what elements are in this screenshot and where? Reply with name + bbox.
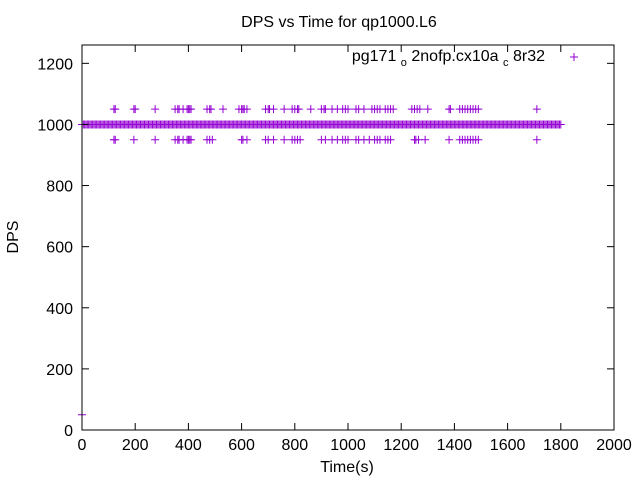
y-tick-label: 600 xyxy=(46,240,73,257)
data-point-high xyxy=(218,105,227,114)
data-point-high xyxy=(359,105,368,114)
data-point-low xyxy=(242,135,251,144)
data-point-high xyxy=(207,105,216,114)
data-point-high xyxy=(415,105,424,114)
x-axis: 0 200 400 600 800 1000 1200 1400 1600 1800 2000 xyxy=(78,45,632,454)
x-tick-label: 1600 xyxy=(490,437,526,454)
legend: pg171 o 2nofp.cx10a c 8r32 xyxy=(352,48,578,70)
data-point-low xyxy=(445,135,454,144)
x-tick-label: 1000 xyxy=(330,437,366,454)
data-point-low xyxy=(151,135,160,144)
legend-label-sub-2: c xyxy=(503,57,509,69)
legend-label-part-1: pg171 xyxy=(352,48,397,65)
x-tick-label: 600 xyxy=(228,437,255,454)
legend-label-sub-1: o xyxy=(401,57,407,69)
plot-marks xyxy=(78,105,565,419)
data-point-low xyxy=(344,135,352,144)
x-axis-label: Time(s) xyxy=(320,459,374,476)
data-point-high xyxy=(269,105,278,114)
legend-marker xyxy=(570,53,578,61)
y-tick-label: 800 xyxy=(46,179,73,196)
data-point-low xyxy=(111,135,120,144)
data-point-high xyxy=(151,105,160,114)
x-tick-label: 800 xyxy=(281,437,308,454)
data-point-high xyxy=(242,105,251,114)
legend-label-part-3: 8r32 xyxy=(513,48,545,65)
y-tick-label: 400 xyxy=(46,301,73,318)
legend-label-part-2: 2nofp.cx10a xyxy=(411,48,498,65)
x-tick-label: 1800 xyxy=(543,437,579,454)
data-point-high xyxy=(111,105,120,114)
y-axis-label: DPS xyxy=(5,221,22,254)
data-point-low xyxy=(280,135,289,144)
x-tick-label: 1400 xyxy=(437,437,473,454)
data-point-low xyxy=(269,135,278,144)
legend-label: pg171 o 2nofp.cx10a c 8r32 xyxy=(352,48,545,70)
plot-frame xyxy=(81,44,615,431)
data-point-low xyxy=(532,135,541,144)
data-point-high xyxy=(280,105,289,114)
data-point-high xyxy=(532,105,541,114)
x-tick-label: 0 xyxy=(78,437,87,454)
data-point-low xyxy=(129,135,138,144)
x-tick-label: 1200 xyxy=(383,437,419,454)
data-point-low xyxy=(208,135,217,144)
data-point-low xyxy=(474,135,483,144)
y-tick-label: 1000 xyxy=(37,117,73,134)
x-tick-label: 400 xyxy=(175,437,202,454)
data-point-high xyxy=(294,105,303,114)
y-tick-label: 200 xyxy=(46,362,73,379)
x-tick-label: 200 xyxy=(122,437,149,454)
y-tick-label: 0 xyxy=(64,423,73,440)
data-point-high xyxy=(187,105,196,114)
data-point-high xyxy=(446,105,455,114)
chart-title: DPS vs Time for qp1000.L6 xyxy=(241,14,437,31)
y-tick-label: 1200 xyxy=(37,56,73,73)
data-point-low xyxy=(386,135,395,144)
data-point-low xyxy=(296,135,305,144)
data-point-low xyxy=(421,135,430,144)
y-axis: 0 200 400 600 800 1000 1200 xyxy=(37,56,614,440)
data-point-high xyxy=(389,105,398,114)
data-point-high xyxy=(306,105,315,114)
data-point-high xyxy=(344,105,352,114)
legend-marker-plus xyxy=(570,53,578,61)
x-tick-label: 2000 xyxy=(596,437,632,454)
data-point-high xyxy=(474,105,483,114)
data-point-low xyxy=(187,135,196,144)
data-point-baseline xyxy=(556,120,565,129)
data-point-high xyxy=(131,105,140,114)
data-point-high xyxy=(423,105,432,114)
